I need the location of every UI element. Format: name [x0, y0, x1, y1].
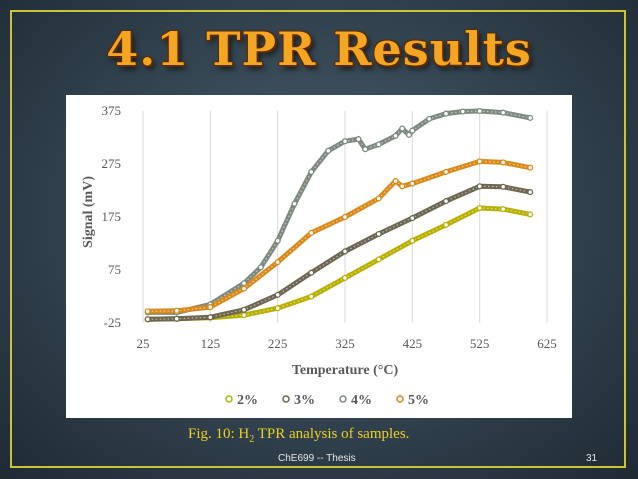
point-5%-3	[240, 285, 248, 292]
grid-lines	[142, 111, 548, 323]
x-tick-label-1: 125	[201, 336, 221, 351]
slide-title: 4.1 TPR Results	[106, 22, 532, 76]
point-4%-4	[257, 264, 264, 271]
point-5%-1	[173, 307, 180, 314]
x-tick-label-4: 425	[403, 336, 423, 351]
point-3%-3	[240, 306, 248, 313]
point-4%-20	[476, 107, 483, 115]
point-5%-0	[144, 308, 151, 315]
point-4%-5	[274, 237, 281, 244]
point-4%-6	[291, 200, 298, 207]
x-tick-label-6: 625	[537, 336, 557, 351]
series-marker-texture-4%	[147, 110, 531, 313]
point-3%-1	[173, 315, 180, 322]
point-5%-11	[442, 168, 450, 175]
legend-marker-2%	[225, 395, 233, 403]
series-line-2%	[145, 205, 533, 322]
legend-marker-5%	[396, 395, 404, 403]
series-line-3%	[145, 183, 533, 322]
legend-label-4%: 4%	[351, 393, 372, 408]
y-tick-label-4: 375	[102, 103, 122, 118]
point-2%-7	[375, 256, 382, 263]
point-4%-21	[500, 109, 507, 116]
point-3%-5	[308, 269, 315, 276]
point-3%-0	[144, 316, 151, 323]
y-tick-label-0: -25	[104, 315, 121, 330]
legend-label-2%: 2%	[237, 393, 258, 408]
point-2%-10	[476, 204, 483, 212]
x-tick-label-2: 225	[268, 336, 288, 351]
point-4%-8	[325, 147, 332, 154]
point-4%-15	[405, 131, 413, 138]
point-3%-7	[375, 230, 382, 238]
series-marker-texture-5%	[147, 160, 531, 312]
point-5%-12	[476, 158, 483, 165]
point-5%-7	[375, 195, 382, 202]
point-5%-2	[207, 304, 214, 311]
tpr-chart: -25 75 175 275 375 25 125 225 325 425 525 625 Tempe…	[81, 103, 557, 408]
point-2%-4	[274, 305, 281, 312]
point-2%-6	[341, 274, 349, 281]
point-5%-4	[274, 259, 281, 266]
point-3%-11	[500, 183, 507, 190]
point-4%-10	[355, 136, 362, 143]
x-tick-label-0: 25	[137, 336, 150, 351]
point-4%-12	[375, 141, 382, 148]
point-4%-13	[392, 132, 399, 139]
series-marker-texture-2%	[147, 207, 531, 320]
tick-labels: -25 75 175 275 375 25 125 225 325 425 525 625	[102, 103, 557, 351]
point-3%-10	[476, 183, 483, 190]
series-layer	[144, 107, 534, 323]
series-line-5%	[145, 158, 533, 314]
point-5%-13	[500, 159, 507, 166]
caption-prefix: Fig. 10: H	[188, 426, 250, 442]
point-4%-7	[308, 168, 315, 175]
caption-suffix: TPR analysis of samples.	[254, 426, 410, 442]
point-5%-6	[341, 213, 349, 221]
slide-frame	[10, 10, 626, 468]
footer-text: ChE699 -- Thesis	[278, 453, 356, 464]
y-tick-label-2: 175	[102, 209, 122, 224]
point-2%-5	[308, 293, 315, 300]
chart-area: -25 75 175 275 375 25 125 225 325 425 525 625 Tempe…	[66, 95, 572, 418]
point-5%-9	[399, 183, 406, 190]
point-4%-9	[341, 138, 349, 145]
x-axis-label: Temperature (°C)	[292, 363, 399, 378]
point-5%-14	[527, 164, 534, 171]
point-4%-18	[442, 110, 450, 117]
page-number: 31	[586, 453, 598, 464]
point-2%-9	[442, 221, 450, 228]
point-5%-8	[392, 177, 399, 185]
point-2%-3	[240, 312, 248, 319]
point-4%-22	[527, 114, 534, 121]
caption-subscript: 2	[249, 434, 255, 445]
point-3%-6	[341, 248, 349, 255]
point-5%-5	[308, 229, 315, 236]
y-tick-label-1: 75	[108, 262, 121, 277]
point-4%-16	[409, 127, 416, 134]
x-tick-label-3: 325	[335, 336, 355, 351]
x-tick-label-5: 525	[470, 336, 490, 351]
legend-label-3%: 3%	[294, 393, 315, 408]
y-axis-label: Signal (mV)	[81, 176, 96, 248]
point-3%-2	[207, 314, 214, 321]
point-4%-17	[426, 115, 433, 122]
point-4%-19	[459, 108, 466, 115]
point-2%-8	[409, 237, 416, 244]
point-3%-12	[527, 189, 534, 196]
point-5%-10	[409, 180, 416, 187]
figure-caption: Fig. 10: H2 TPR analysis of samples.	[188, 426, 409, 445]
point-3%-9	[442, 198, 450, 205]
legend-marker-4%	[339, 395, 347, 403]
legend: 2% 3% 4% 5%	[225, 393, 429, 408]
point-4%-11	[362, 146, 369, 153]
point-2%-12	[527, 211, 534, 218]
point-3%-4	[274, 291, 281, 298]
legend-label-5%: 5%	[408, 393, 429, 408]
point-2%-11	[500, 206, 507, 213]
legend-marker-3%	[282, 395, 290, 403]
point-4%-14	[399, 125, 406, 132]
y-tick-label-3: 275	[102, 156, 122, 171]
point-3%-8	[409, 215, 416, 222]
